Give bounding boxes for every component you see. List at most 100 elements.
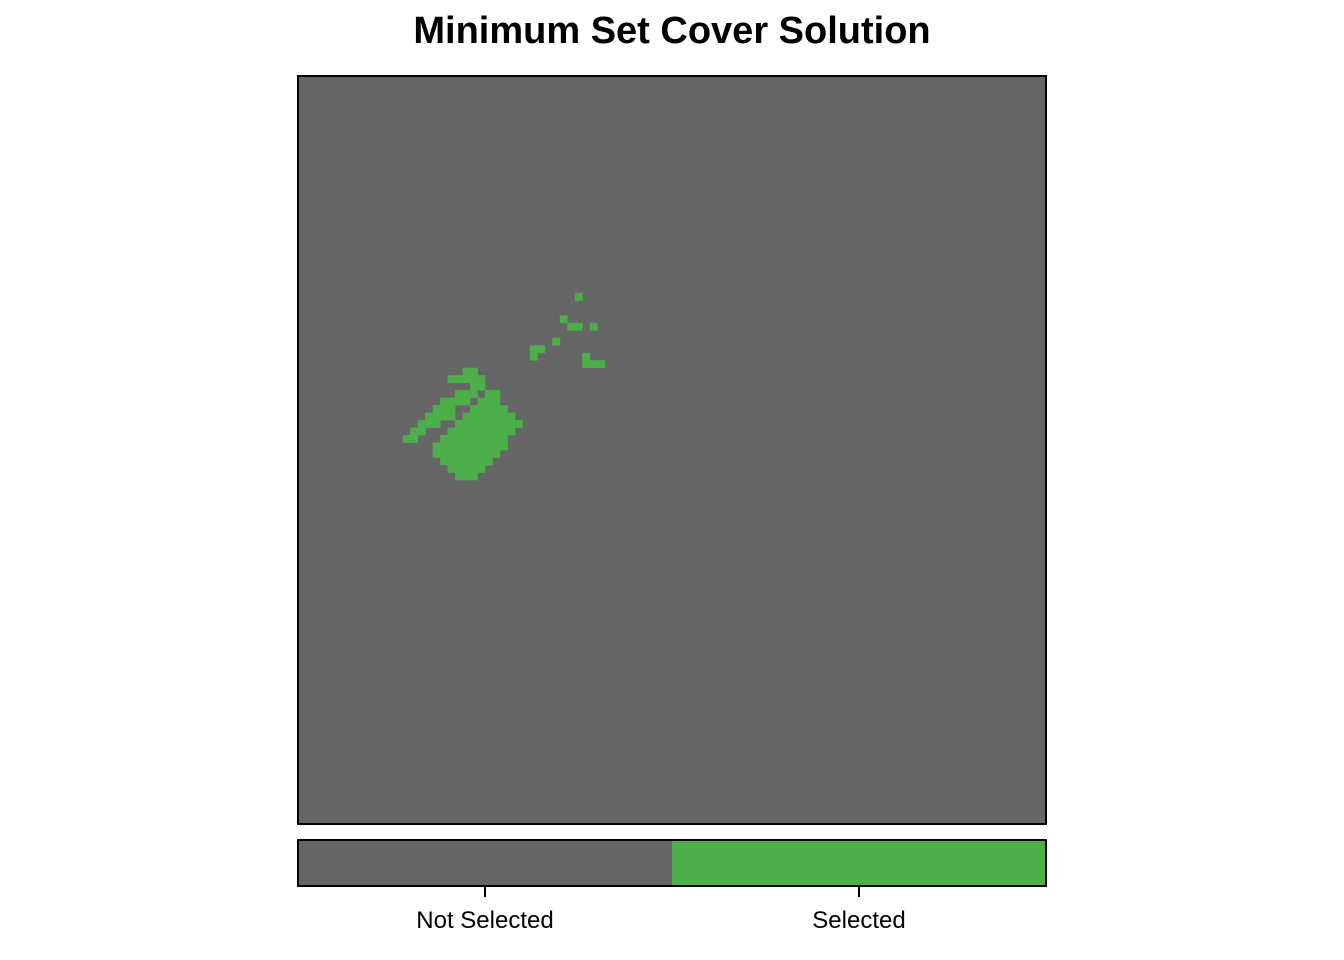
selected-cell	[440, 450, 448, 458]
selected-cell	[470, 450, 478, 458]
selected-cell	[492, 450, 501, 458]
legend-swatch-not-selected	[298, 840, 672, 886]
selected-cell	[499, 427, 508, 436]
selected-cell	[447, 405, 456, 413]
selected-cell	[455, 435, 463, 443]
selected-cell	[447, 427, 456, 436]
selected-cell	[462, 450, 471, 458]
selected-cell	[447, 442, 456, 451]
selected-cell	[470, 442, 478, 451]
selected-cell	[447, 450, 456, 458]
selected-cell	[477, 464, 486, 473]
selected-cell	[514, 420, 523, 428]
selected-cell	[455, 450, 463, 458]
selected-cell	[477, 427, 486, 436]
selected-cell	[440, 405, 448, 413]
selected-cell	[477, 450, 486, 458]
legend-label-not-selected: Not Selected	[416, 907, 553, 934]
selected-cell	[499, 405, 508, 413]
selected-cell	[529, 352, 538, 361]
selected-cell	[574, 322, 583, 331]
selected-cell	[440, 397, 448, 406]
selected-cell	[567, 322, 576, 331]
selected-cell	[589, 322, 598, 331]
selected-cell	[462, 390, 471, 398]
legend-label-selected: Selected	[812, 907, 905, 934]
selected-cell	[462, 442, 471, 451]
selected-cell	[455, 390, 463, 398]
selected-cell	[485, 412, 493, 421]
selected-cell	[455, 397, 463, 406]
selected-cell	[462, 412, 471, 421]
selected-cell	[559, 315, 568, 324]
selected-cell	[462, 375, 471, 384]
legend-swatch-selected	[672, 840, 1046, 886]
selected-cell	[499, 442, 508, 451]
selected-cell	[410, 427, 419, 436]
selected-cell	[477, 457, 486, 466]
selected-cell	[485, 420, 493, 428]
selected-cell	[425, 420, 433, 428]
selected-cell	[470, 420, 478, 428]
selected-cell	[470, 457, 478, 466]
selected-cell	[492, 435, 501, 443]
selected-cell	[499, 435, 508, 443]
selected-cell	[462, 472, 471, 481]
selected-cell	[477, 405, 486, 413]
selected-cell	[432, 405, 441, 413]
selected-cell	[492, 397, 501, 406]
selected-cell	[410, 435, 419, 443]
selected-cell	[440, 457, 448, 466]
selected-cell	[582, 352, 591, 361]
selected-cell	[477, 420, 486, 428]
selected-cell	[477, 382, 486, 391]
selected-cell	[432, 420, 441, 428]
raster-cells	[402, 292, 606, 481]
selected-cell	[470, 405, 478, 413]
selected-cell	[440, 442, 448, 451]
selected-cell	[402, 435, 411, 443]
selected-cell	[455, 442, 463, 451]
selected-cell	[485, 427, 493, 436]
selected-cell	[485, 457, 493, 466]
selected-cell	[485, 390, 493, 398]
selected-cell	[440, 435, 448, 443]
selected-cell	[492, 442, 501, 451]
selected-cell	[507, 427, 516, 436]
selected-cell	[440, 412, 448, 421]
legend: Not Selected Selected	[297, 839, 1047, 934]
selected-cell	[462, 457, 471, 466]
selected-cell	[589, 360, 598, 369]
selected-cell	[552, 337, 561, 346]
selected-cell	[462, 464, 471, 473]
selected-cell	[470, 472, 478, 481]
selected-cell	[462, 427, 471, 436]
selected-cell	[485, 405, 493, 413]
selected-cell	[470, 435, 478, 443]
selected-cell	[470, 464, 478, 473]
selected-cell	[455, 375, 463, 384]
selected-cell	[447, 397, 456, 406]
selected-cell	[485, 450, 493, 458]
selected-cell	[492, 390, 501, 398]
selected-cell	[477, 375, 486, 384]
selected-cell	[455, 420, 463, 428]
selected-cell	[529, 345, 538, 354]
selected-cell	[455, 472, 463, 481]
legend-border	[297, 839, 1047, 887]
chart-title: Minimum Set Cover Solution	[413, 10, 931, 52]
selected-cell	[462, 397, 471, 406]
selected-cell	[597, 360, 606, 369]
selected-cell	[492, 420, 501, 428]
selected-cell	[462, 367, 471, 376]
selected-cell	[432, 442, 441, 451]
selected-cell	[492, 427, 501, 436]
selected-cell	[492, 405, 501, 413]
selected-cell	[507, 412, 516, 421]
selected-cell	[447, 412, 456, 421]
selected-cell	[462, 435, 471, 443]
selected-cell	[455, 427, 463, 436]
selected-cell	[477, 397, 486, 406]
selected-cell	[447, 464, 456, 473]
